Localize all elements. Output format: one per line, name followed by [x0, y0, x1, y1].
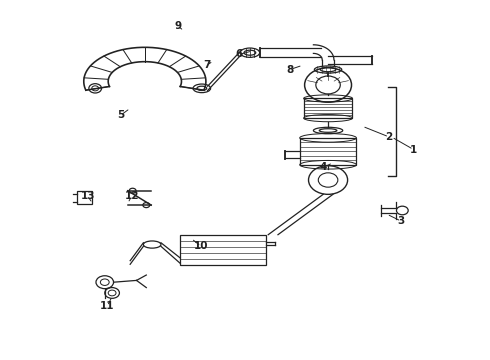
- Text: 9: 9: [174, 21, 181, 31]
- Bar: [77, 192, 92, 204]
- Text: 6: 6: [236, 49, 243, 59]
- Text: 12: 12: [124, 191, 139, 201]
- Text: 7: 7: [203, 60, 211, 70]
- Bar: [180, 235, 266, 265]
- Text: 5: 5: [117, 111, 124, 121]
- Text: 10: 10: [194, 241, 208, 251]
- Text: 1: 1: [410, 144, 417, 154]
- Text: 2: 2: [386, 132, 393, 142]
- Text: 3: 3: [398, 216, 405, 226]
- Text: 11: 11: [100, 301, 115, 311]
- Text: 8: 8: [286, 64, 294, 75]
- Bar: [304, 98, 352, 118]
- Text: 13: 13: [80, 191, 95, 201]
- Text: 4: 4: [319, 162, 327, 172]
- Bar: [300, 138, 356, 165]
